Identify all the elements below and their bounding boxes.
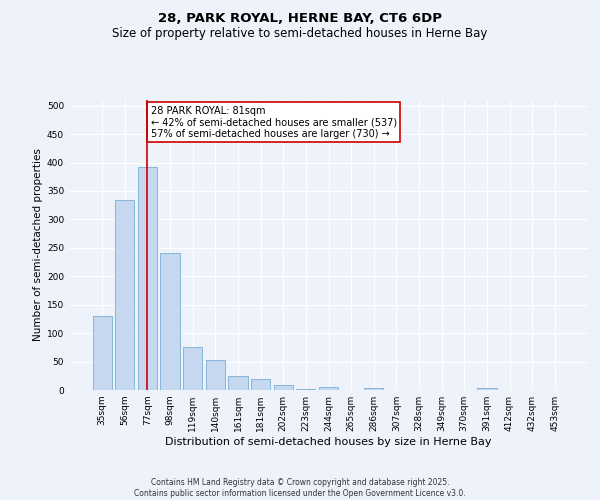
Bar [296, 389, 316, 390]
Bar [92, 316, 112, 390]
Bar [274, 386, 293, 390]
Y-axis label: Number of semi-detached properties: Number of semi-detached properties [33, 148, 43, 342]
Bar [138, 166, 157, 390]
Bar [477, 388, 497, 390]
Bar [364, 388, 383, 390]
Bar [251, 379, 270, 390]
Text: 28 PARK ROYAL: 81sqm
← 42% of semi-detached houses are smaller (537)
57% of semi: 28 PARK ROYAL: 81sqm ← 42% of semi-detac… [151, 106, 397, 139]
Bar [229, 376, 248, 390]
Text: Contains HM Land Registry data © Crown copyright and database right 2025.
Contai: Contains HM Land Registry data © Crown c… [134, 478, 466, 498]
Text: 28, PARK ROYAL, HERNE BAY, CT6 6DP: 28, PARK ROYAL, HERNE BAY, CT6 6DP [158, 12, 442, 26]
X-axis label: Distribution of semi-detached houses by size in Herne Bay: Distribution of semi-detached houses by … [165, 437, 492, 447]
Bar [160, 253, 180, 390]
Bar [319, 386, 338, 390]
Bar [206, 360, 225, 390]
Bar [115, 200, 134, 390]
Text: Size of property relative to semi-detached houses in Herne Bay: Size of property relative to semi-detach… [112, 28, 488, 40]
Bar [183, 347, 202, 390]
